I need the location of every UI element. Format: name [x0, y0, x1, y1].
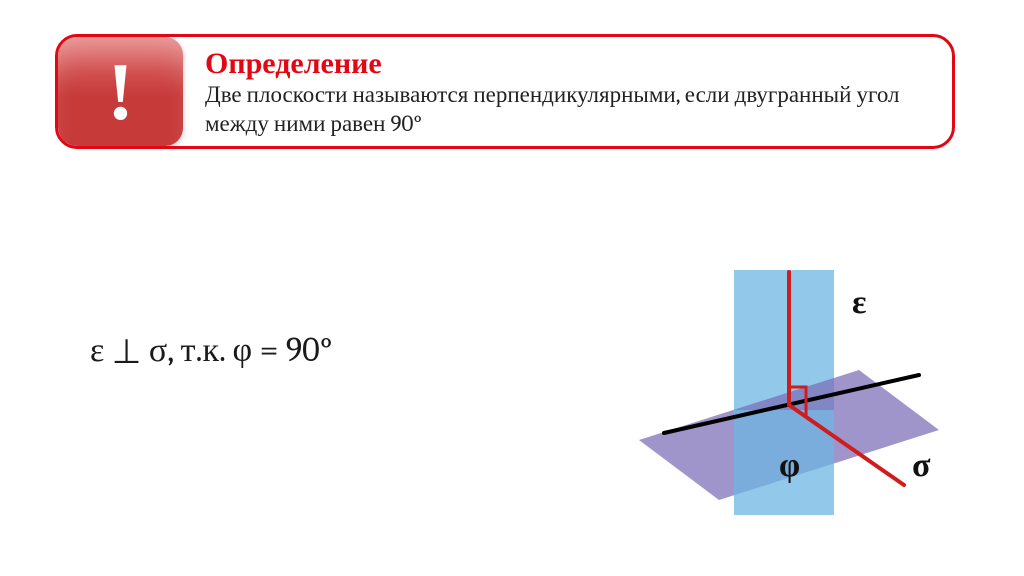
label-sigma: σ [912, 445, 931, 485]
definition-box: ! Определение Две плоскости называются п… [55, 34, 955, 149]
label-phi: φ [779, 445, 800, 485]
formula-eq: = 90° [252, 330, 332, 370]
formula: ε ⊥ σ, т.к. φ = 90° [90, 330, 333, 372]
definition-text: Определение Две плоскости называются пер… [183, 37, 952, 146]
formula-eps: ε [90, 330, 104, 370]
definition-title: Определение [205, 46, 934, 81]
formula-sigma: σ [149, 330, 167, 370]
formula-mid: , т.к. [167, 330, 232, 370]
exclamation-icon: ! [58, 37, 183, 146]
definition-body: Две плоскости называются перпендикулярны… [205, 81, 934, 139]
planes-diagram: ε σ φ [604, 260, 964, 540]
diagram-svg [604, 260, 964, 540]
perp-symbol: ⊥ [112, 332, 142, 372]
icon-glyph: ! [107, 45, 134, 139]
label-epsilon: ε [852, 282, 867, 322]
formula-phi: φ [232, 330, 252, 370]
